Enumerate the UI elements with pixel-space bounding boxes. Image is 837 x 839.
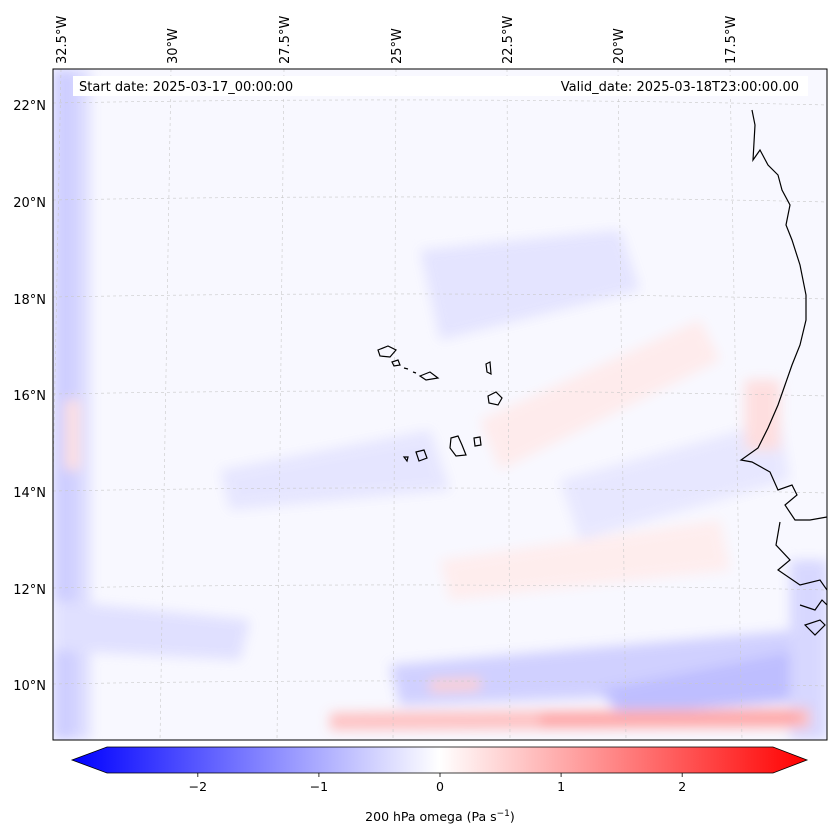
colorbar-tick-label: 0: [436, 779, 444, 794]
map-frame: [52, 68, 828, 741]
lat-label: 18°N: [13, 293, 46, 308]
island: [391, 359, 401, 367]
lon-label: 25°W: [390, 28, 405, 64]
lat-label: 10°N: [13, 679, 46, 694]
omega-contour: [53, 69, 75, 740]
colorbar-tick-label: 2: [678, 779, 686, 794]
lon-label: 30°W: [166, 28, 181, 64]
colorbar-units-exponent: −1: [497, 809, 510, 819]
africa-coastline: [775, 521, 827, 591]
lat-label: 16°N: [13, 389, 46, 404]
colorbar-units: Pa s: [472, 809, 497, 824]
map-panel: Start date: 2025-03-17_00:00:00 Valid_da…: [52, 68, 828, 741]
lat-label: 12°N: [13, 583, 46, 598]
omega-contour: [480, 320, 720, 470]
africa-coastline: [799, 599, 827, 636]
island: [377, 345, 397, 358]
lon-label: 32.5°W: [55, 16, 70, 64]
omega-contour: [540, 712, 800, 726]
omega-contour: [53, 600, 250, 660]
omega-contour: [420, 230, 640, 340]
island: [487, 391, 503, 406]
longitude-labels: 32.5°W 30°W 27.5°W 25°W 22.5°W 20°W 17.5…: [55, 16, 739, 64]
colorbar-tick-label: −1: [310, 779, 328, 794]
colorbar-tick-label: 1: [557, 779, 565, 794]
lon-label: 17.5°W: [724, 16, 739, 64]
island: [473, 436, 482, 447]
latitude-labels: 22°N 20°N 18°N 16°N 14°N 12°N 10°N: [13, 99, 46, 694]
colorbar-bar: [70, 746, 809, 774]
lat-label: 20°N: [13, 196, 46, 211]
colorbar: −2 −1 0 1 2 200 hPa omega (Pa s−1): [70, 746, 809, 824]
africa-coastline: [739, 109, 827, 521]
island: [402, 456, 409, 463]
omega-contour: [65, 400, 80, 470]
lon-label: 22.5°W: [501, 16, 516, 64]
omega-contour: [440, 520, 730, 600]
colorbar-variable: 200 hPa omega: [365, 809, 462, 824]
lon-label: 27.5°W: [278, 16, 293, 64]
omega-contour: [430, 678, 480, 692]
colorbar-tick-label: −2: [189, 779, 207, 794]
island: [449, 435, 467, 457]
graticule: [53, 69, 827, 740]
omega-contour: [600, 650, 805, 715]
island: [485, 361, 492, 376]
lon-label: 20°W: [612, 28, 627, 64]
lat-label: 22°N: [13, 99, 46, 114]
island: [415, 449, 428, 462]
omega-contour: [790, 560, 827, 740]
date-banner-background: [73, 76, 808, 96]
omega-field: [53, 69, 827, 740]
island: [418, 371, 440, 381]
island: [403, 367, 417, 374]
lat-label: 14°N: [13, 486, 46, 501]
colorbar-label: 200 hPa omega (Pa s−1): [365, 809, 515, 824]
start-date-label: Start date: 2025-03-17_00:00:00: [79, 80, 293, 95]
omega-contour: [220, 430, 450, 510]
valid-date-label: Valid_date: 2025-03-18T23:00:00.00: [561, 80, 799, 95]
omega-contour: [745, 380, 780, 450]
omega-contour: [560, 420, 790, 540]
coastlines: [377, 109, 827, 636]
